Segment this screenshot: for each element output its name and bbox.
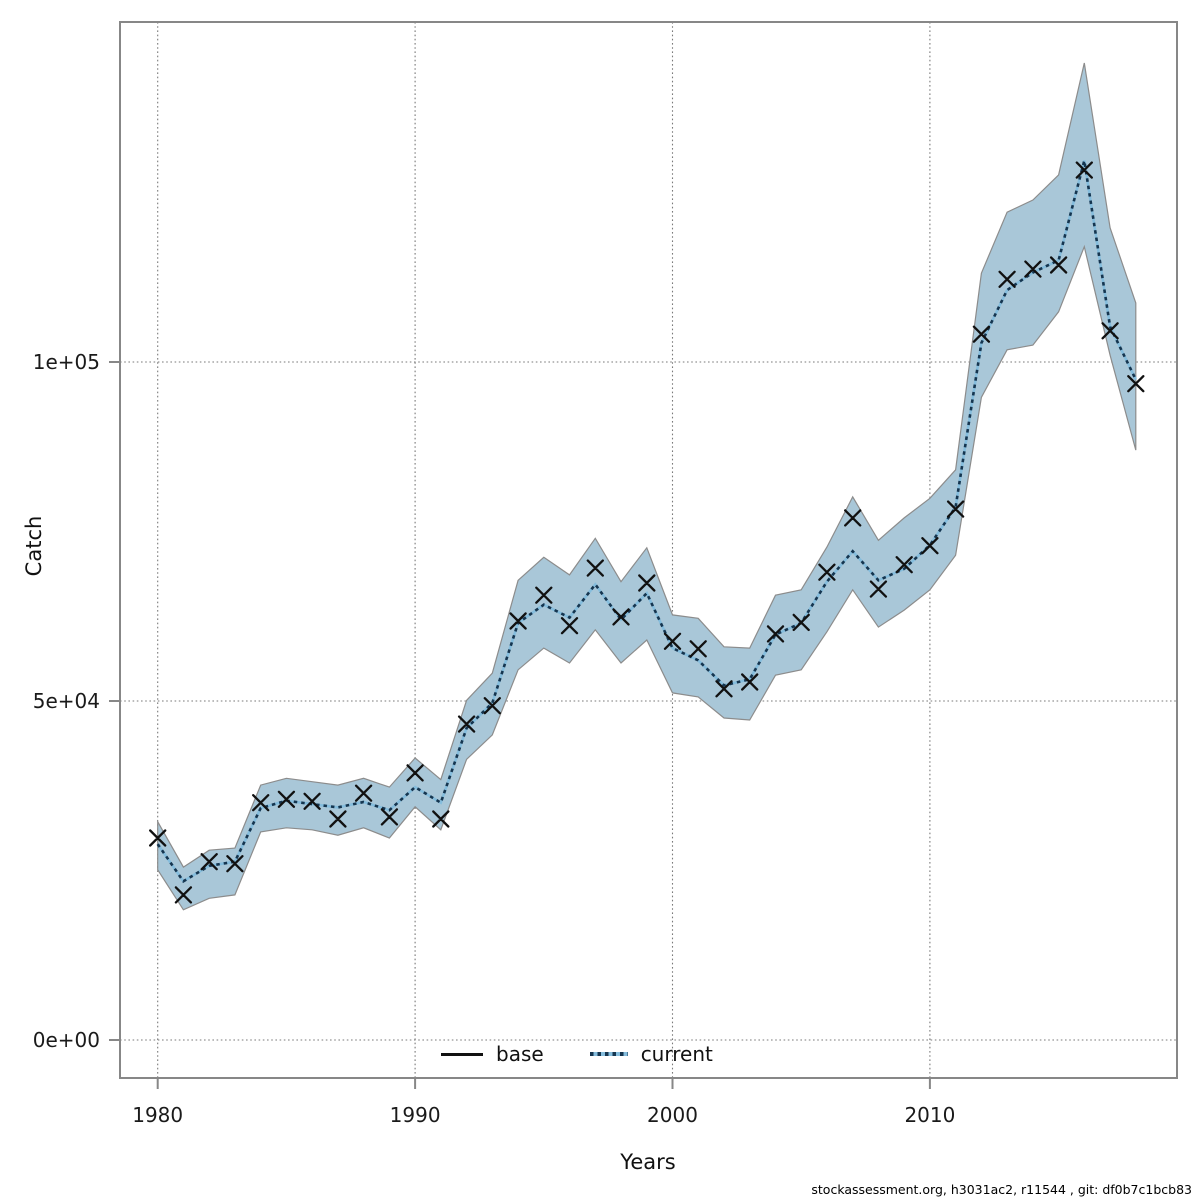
legend-current-label: current bbox=[640, 1042, 713, 1066]
y-tick-label: 1e+05 bbox=[33, 350, 100, 374]
x-tick-label: 1980 bbox=[132, 1103, 183, 1127]
x-tick-label: 1990 bbox=[390, 1103, 441, 1127]
legend-base-label: base bbox=[496, 1042, 544, 1066]
y-axis-title: Catch bbox=[22, 515, 46, 577]
plot-frame bbox=[119, 21, 1178, 1079]
legend-current-line-sample bbox=[589, 1052, 628, 1056]
footer-provenance-text: stockassessment.org, h3031ac2, r11544 , … bbox=[811, 1182, 1192, 1197]
legend-base-line-sample bbox=[441, 1052, 483, 1056]
current-line-blue bbox=[156, 160, 1137, 884]
x-tick-label: 2010 bbox=[904, 1103, 955, 1127]
legend: base current bbox=[441, 1041, 713, 1067]
x-axis-title: Years bbox=[620, 1150, 676, 1174]
x-tick-label: 2000 bbox=[647, 1103, 698, 1127]
base-x-markers bbox=[149, 161, 1145, 904]
confidence-band bbox=[157, 62, 1137, 911]
y-tick-label: 5e+04 bbox=[33, 689, 100, 713]
y-tick-label: 0e+00 bbox=[33, 1028, 100, 1052]
